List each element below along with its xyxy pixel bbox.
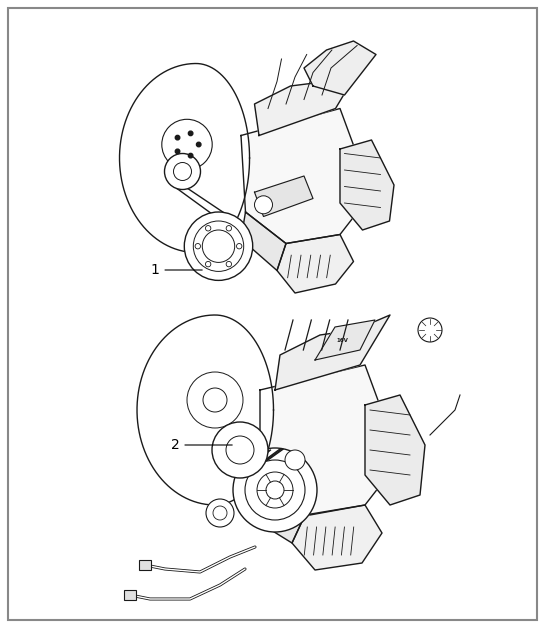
Polygon shape bbox=[137, 315, 274, 505]
Circle shape bbox=[266, 481, 284, 499]
Circle shape bbox=[285, 450, 305, 470]
Text: 1: 1 bbox=[150, 263, 202, 277]
Circle shape bbox=[212, 422, 268, 478]
Circle shape bbox=[237, 244, 242, 249]
Circle shape bbox=[226, 261, 232, 267]
FancyBboxPatch shape bbox=[124, 590, 136, 600]
Polygon shape bbox=[292, 505, 382, 570]
Polygon shape bbox=[260, 365, 400, 515]
Circle shape bbox=[245, 460, 305, 520]
Circle shape bbox=[173, 163, 191, 180]
Circle shape bbox=[189, 131, 193, 136]
Circle shape bbox=[226, 225, 232, 231]
Polygon shape bbox=[340, 140, 394, 230]
Polygon shape bbox=[241, 109, 372, 244]
Text: 16V: 16V bbox=[336, 337, 348, 342]
Polygon shape bbox=[250, 490, 305, 543]
Polygon shape bbox=[255, 63, 362, 136]
Circle shape bbox=[213, 506, 227, 520]
Circle shape bbox=[189, 153, 193, 158]
Circle shape bbox=[205, 225, 211, 231]
Circle shape bbox=[165, 153, 201, 190]
Polygon shape bbox=[365, 395, 425, 505]
Circle shape bbox=[175, 149, 180, 154]
Polygon shape bbox=[255, 176, 313, 217]
Circle shape bbox=[162, 119, 212, 170]
Circle shape bbox=[193, 221, 244, 271]
Circle shape bbox=[233, 448, 317, 532]
Circle shape bbox=[196, 143, 201, 147]
Polygon shape bbox=[315, 320, 375, 360]
Circle shape bbox=[175, 136, 180, 140]
Circle shape bbox=[184, 212, 253, 280]
Circle shape bbox=[418, 318, 442, 342]
Polygon shape bbox=[241, 212, 286, 271]
Circle shape bbox=[206, 499, 234, 527]
Circle shape bbox=[257, 472, 293, 508]
Polygon shape bbox=[119, 63, 250, 252]
Circle shape bbox=[187, 372, 243, 428]
Circle shape bbox=[255, 196, 272, 214]
Polygon shape bbox=[275, 315, 390, 390]
Text: 2: 2 bbox=[171, 438, 232, 452]
FancyBboxPatch shape bbox=[139, 560, 151, 570]
Circle shape bbox=[203, 388, 227, 412]
Circle shape bbox=[202, 230, 235, 263]
Circle shape bbox=[195, 244, 201, 249]
Polygon shape bbox=[277, 234, 354, 293]
Circle shape bbox=[226, 436, 254, 464]
Polygon shape bbox=[304, 41, 376, 95]
Circle shape bbox=[205, 261, 211, 267]
